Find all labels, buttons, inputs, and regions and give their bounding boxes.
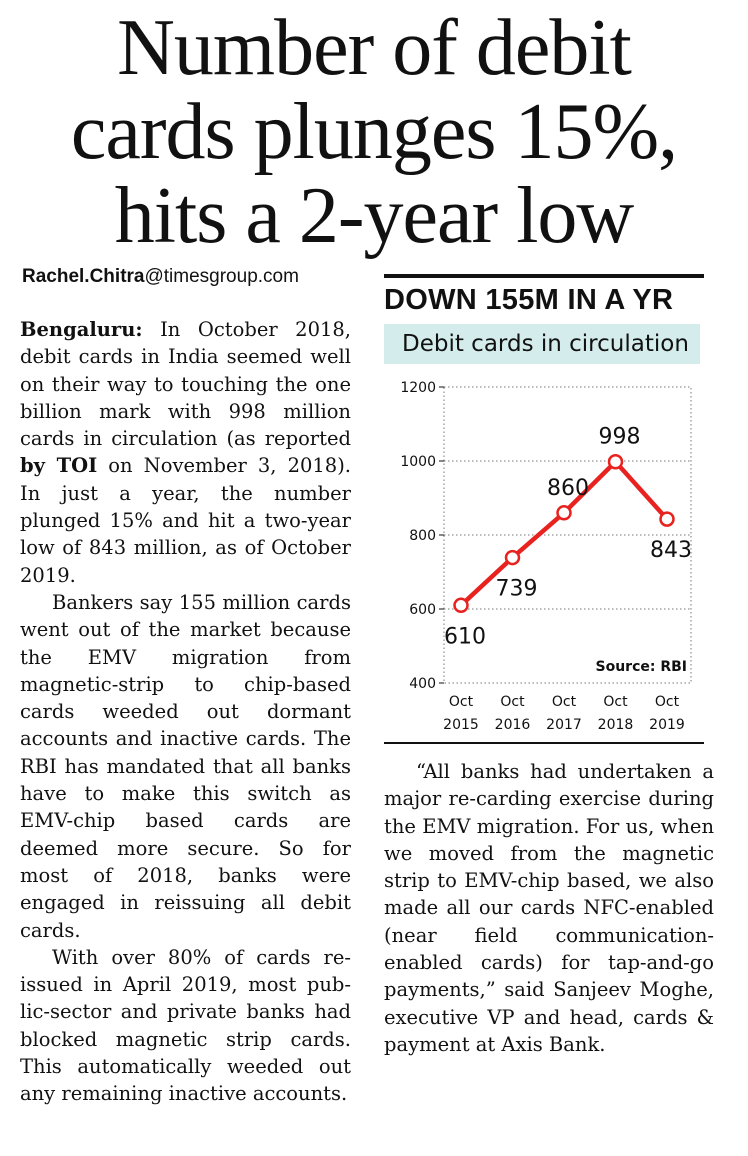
data-label-1: 739: [496, 577, 538, 602]
headline-line-2: cards plunges 15%,: [70, 88, 678, 176]
graphic-title: DOWN 155M IN A YR: [384, 284, 674, 316]
x-tick-label-month-4: Oct: [655, 694, 680, 710]
data-point-0: [453, 597, 469, 614]
headline-line-3: hits a 2-year low: [114, 172, 634, 260]
byline: Rachel.Chitra@timesgroup.com: [22, 266, 299, 288]
article-paragraph-2: Bankers say 155 million cards went out o…: [20, 590, 351, 942]
x-tick-label-month-1: Oct: [500, 694, 525, 710]
author-email-domain: @timesgroup.com: [144, 266, 299, 287]
article-paragraph-1: Bengaluru: In October 2018, debit cards …: [20, 316, 351, 589]
article-column-left: Bengaluru: In October 2018, debit cards …: [20, 316, 351, 1108]
y-tick-label-600: 600: [409, 602, 436, 618]
chart-source: Source: RBI: [596, 659, 688, 675]
data-point-3: [607, 453, 624, 470]
y-tick-label-400: 400: [409, 676, 436, 692]
x-tick-label-month-3: Oct: [603, 694, 628, 710]
y-tick-label-1000: 1000: [400, 454, 436, 470]
paragraph-1-text: In October 2018, debit cards in India se…: [20, 318, 352, 451]
x-tick-label-year-3: 2018: [598, 717, 634, 733]
data-label-0: 610: [444, 624, 486, 649]
data-point-4: [659, 511, 675, 527]
paragraph-1-text-end: on No­vember 3, 2018). In just a year, t…: [20, 454, 351, 587]
y-tick-label-800: 800: [409, 528, 436, 544]
data-point-1: [504, 549, 521, 566]
line-chart: 400 600 800 1000 1200 Oct 2015 Oct 2016 Oct 2017 Oc…: [400, 380, 692, 733]
article-paragraph-3: With over 80% of cards re­issued in Apri…: [20, 945, 351, 1106]
chart-graphic: DOWN 155M IN A YR Debit cards in circula…: [384, 274, 704, 744]
headline-line-1: Number of debit: [117, 4, 632, 92]
article-column-right: “All banks had underta­ken a major re-ca…: [384, 758, 714, 1058]
data-label-3: 998: [599, 425, 641, 450]
data-point-2: [556, 505, 572, 521]
x-tick-label-year-4: 2019: [649, 717, 685, 733]
data-label-2: 860: [547, 476, 589, 501]
data-label-4: 843: [650, 538, 692, 563]
x-tick-label-month-2: Oct: [552, 694, 577, 710]
headline: Number of debit cards plunges 15%, hits …: [0, 6, 748, 258]
chart-subtitle: Debit cards in circulation: [384, 324, 700, 364]
x-tick-label-year-0: 2015: [443, 717, 479, 733]
x-tick-label-year-1: 2016: [495, 717, 531, 733]
article-paragraph-4: “All banks had underta­ken a major re-ca…: [384, 760, 714, 1056]
dateline: Bengaluru:: [20, 318, 143, 341]
author-name: Rachel.Chitra: [22, 266, 145, 287]
x-tick-label-year-2: 2017: [546, 717, 582, 733]
y-tick-label-1200: 1200: [400, 380, 436, 396]
x-tick-label-month-0: Oct: [449, 694, 474, 710]
toi-reference: by TOI: [20, 454, 98, 478]
